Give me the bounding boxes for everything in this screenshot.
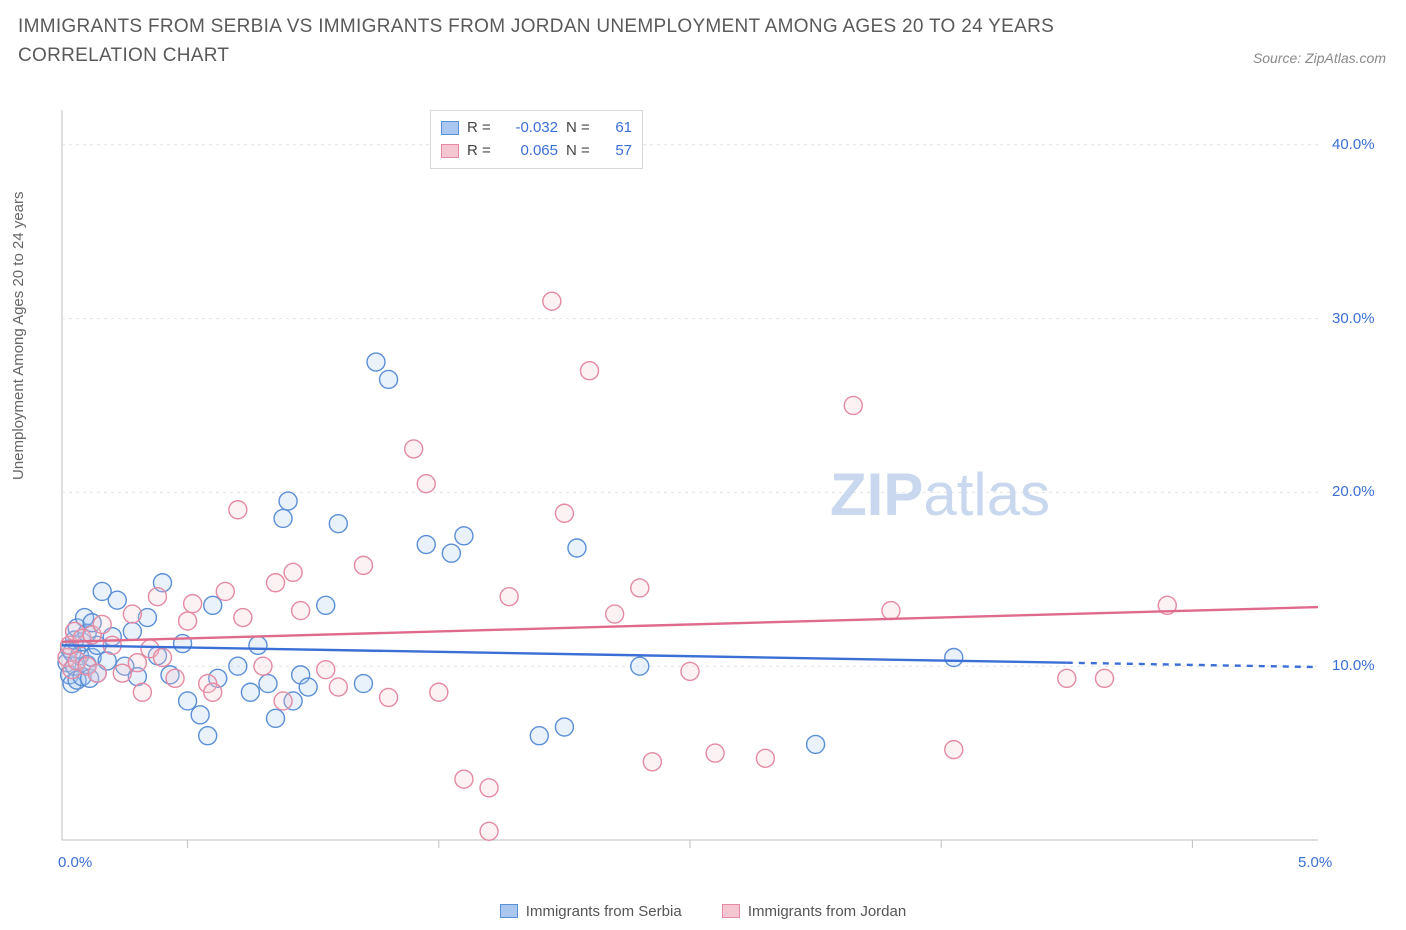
legend-n-value-jordan: 57 bbox=[602, 140, 632, 163]
chart-container: IMMIGRANTS FROM SERBIA VS IMMIGRANTS FRO… bbox=[0, 0, 1406, 930]
y-tick-label: 40.0% bbox=[1332, 136, 1375, 153]
legend-r-value-serbia: -0.032 bbox=[503, 117, 558, 140]
source-label: Source: ZipAtlas.com bbox=[1253, 50, 1386, 66]
legend-label-jordan: Immigrants from Jordan bbox=[748, 903, 906, 920]
legend-item-jordan: Immigrants from Jordan bbox=[722, 903, 906, 920]
legend-row-serbia: R = -0.032 N = 61 bbox=[441, 117, 632, 140]
scatter-svg bbox=[50, 110, 1388, 880]
plot-area bbox=[50, 110, 1388, 880]
legend-swatch-serbia bbox=[500, 904, 518, 918]
legend-n-label: N = bbox=[566, 117, 594, 140]
x-axis-max-label: 5.0% bbox=[1298, 854, 1332, 871]
legend-swatch-jordan bbox=[722, 904, 740, 918]
legend-r-label: R = bbox=[467, 117, 495, 140]
legend-item-serbia: Immigrants from Serbia bbox=[500, 903, 682, 920]
y-axis-label: Unemployment Among Ages 20 to 24 years bbox=[10, 191, 27, 480]
legend-label-serbia: Immigrants from Serbia bbox=[526, 903, 682, 920]
legend-n-label: N = bbox=[566, 140, 594, 163]
legend-n-value-serbia: 61 bbox=[602, 117, 632, 140]
legend-swatch-jordan bbox=[441, 144, 459, 158]
y-tick-label: 20.0% bbox=[1332, 483, 1375, 500]
series-legend: Immigrants from Serbia Immigrants from J… bbox=[0, 903, 1406, 923]
legend-r-value-jordan: 0.065 bbox=[503, 140, 558, 163]
y-tick-label: 10.0% bbox=[1332, 657, 1375, 674]
chart-title: IMMIGRANTS FROM SERBIA VS IMMIGRANTS FRO… bbox=[18, 12, 1118, 71]
legend-row-jordan: R = 0.065 N = 57 bbox=[441, 140, 632, 163]
y-tick-label: 30.0% bbox=[1332, 310, 1375, 327]
legend-r-label: R = bbox=[467, 140, 495, 163]
correlation-legend: R = -0.032 N = 61 R = 0.065 N = 57 bbox=[430, 110, 643, 169]
legend-swatch-serbia bbox=[441, 121, 459, 135]
x-axis-min-label: 0.0% bbox=[58, 854, 92, 871]
